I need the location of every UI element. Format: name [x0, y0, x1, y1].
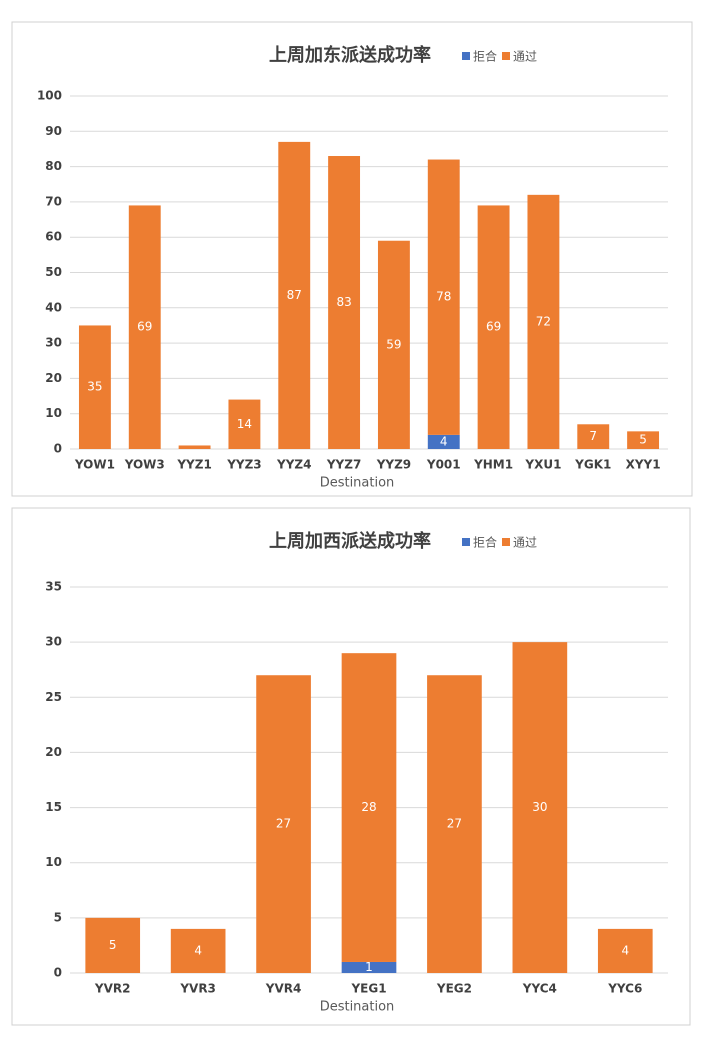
bar-segment [85, 917, 141, 973]
data-label: 1 [365, 960, 373, 974]
legend-swatch [462, 538, 470, 546]
bar-segment [341, 961, 397, 973]
x-axis-title: Destination [320, 476, 395, 491]
x-tick-label: YYC6 [607, 982, 642, 996]
bar-segment [427, 159, 460, 435]
data-label: 5 [639, 433, 647, 447]
bar-segment [256, 675, 311, 973]
data-label: 14 [237, 417, 252, 431]
x-tick-label: YXU1 [524, 458, 561, 472]
bar-segment [427, 675, 482, 973]
bar-segment [278, 141, 311, 449]
data-label: 7 [589, 429, 597, 443]
y-tick-label: 30 [45, 336, 62, 350]
x-tick-label: Y001 [426, 458, 461, 472]
y-tick-label: 20 [45, 371, 62, 385]
bar-segment [78, 325, 111, 449]
y-tick-label: 15 [45, 800, 62, 814]
data-label: 4 [621, 943, 629, 957]
x-tick-label: XYY1 [626, 458, 661, 472]
data-label: 59 [386, 337, 401, 351]
data-label: 28 [361, 800, 376, 814]
data-label: 69 [137, 320, 152, 334]
data-label: 69 [486, 320, 501, 334]
legend-swatch [462, 52, 470, 60]
data-label: 87 [287, 288, 302, 302]
y-tick-label: 35 [45, 580, 62, 594]
x-axis-title: Destination [320, 1000, 395, 1015]
y-tick-label: 25 [45, 690, 62, 704]
legend-label: 通过 [513, 50, 537, 64]
y-tick-label: 50 [45, 265, 62, 279]
chart-title: 上周加西派送成功率 [269, 530, 431, 552]
y-tick-label: 5 [54, 910, 62, 924]
x-tick-label: YOW1 [74, 458, 115, 472]
data-label: 4 [440, 434, 448, 448]
x-tick-label: YEG2 [436, 982, 472, 996]
bar-segment [627, 431, 660, 449]
bar-segment [577, 424, 610, 449]
y-tick-label: 70 [45, 194, 62, 208]
y-tick-label: 80 [45, 159, 62, 173]
data-label: 5 [109, 938, 117, 952]
bar-segment [597, 928, 653, 973]
x-tick-label: YGK1 [574, 458, 611, 472]
bar-segment [377, 240, 410, 449]
x-tick-label: YYZ4 [276, 458, 311, 472]
chart-title: 上周加东派送成功率 [269, 44, 431, 66]
data-label: 83 [336, 295, 351, 309]
x-tick-label: YEG1 [350, 982, 386, 996]
bar-segment [328, 156, 361, 449]
y-tick-label: 20 [45, 745, 62, 759]
x-tick-label: YYZ1 [176, 458, 211, 472]
x-tick-label: YHM1 [473, 458, 513, 472]
data-label: 4 [194, 943, 202, 957]
x-tick-label: YYC4 [522, 982, 557, 996]
y-tick-label: 90 [45, 124, 62, 138]
data-label: 78 [436, 290, 451, 304]
x-tick-label: YYZ7 [326, 458, 361, 472]
legend-label: 通过 [513, 536, 537, 550]
x-tick-label: YOW3 [124, 458, 165, 472]
bar-segment [427, 434, 460, 449]
y-tick-label: 100 [37, 89, 62, 103]
bar-segment [128, 205, 161, 449]
x-tick-label: YYZ3 [226, 458, 261, 472]
y-tick-label: 0 [54, 966, 62, 980]
y-tick-label: 10 [45, 855, 62, 869]
x-tick-label: YVR3 [179, 982, 216, 996]
legend-swatch [502, 52, 510, 60]
bar-segment [178, 445, 211, 449]
bar-segment [477, 205, 510, 449]
y-tick-label: 40 [45, 300, 62, 314]
y-tick-label: 0 [54, 442, 62, 456]
data-label: 27 [276, 817, 291, 831]
x-tick-label: YVR2 [94, 982, 131, 996]
bar-segment [527, 194, 560, 449]
data-label: 30 [532, 800, 547, 814]
data-label: 27 [447, 817, 462, 831]
y-tick-label: 10 [45, 406, 62, 420]
legend-label: 拒合 [473, 535, 497, 550]
legend-swatch [502, 538, 510, 546]
bar-segment [341, 653, 397, 962]
bar-segment [228, 399, 261, 449]
data-label: 72 [536, 314, 551, 328]
data-label: 35 [87, 380, 102, 394]
bar-segment [512, 642, 568, 973]
bar-segment [170, 928, 226, 973]
x-tick-label: YYZ9 [376, 458, 411, 472]
y-tick-label: 60 [45, 230, 62, 244]
x-tick-label: YVR4 [265, 982, 302, 996]
legend-label: 拒合 [473, 49, 497, 64]
y-tick-label: 30 [45, 635, 62, 649]
